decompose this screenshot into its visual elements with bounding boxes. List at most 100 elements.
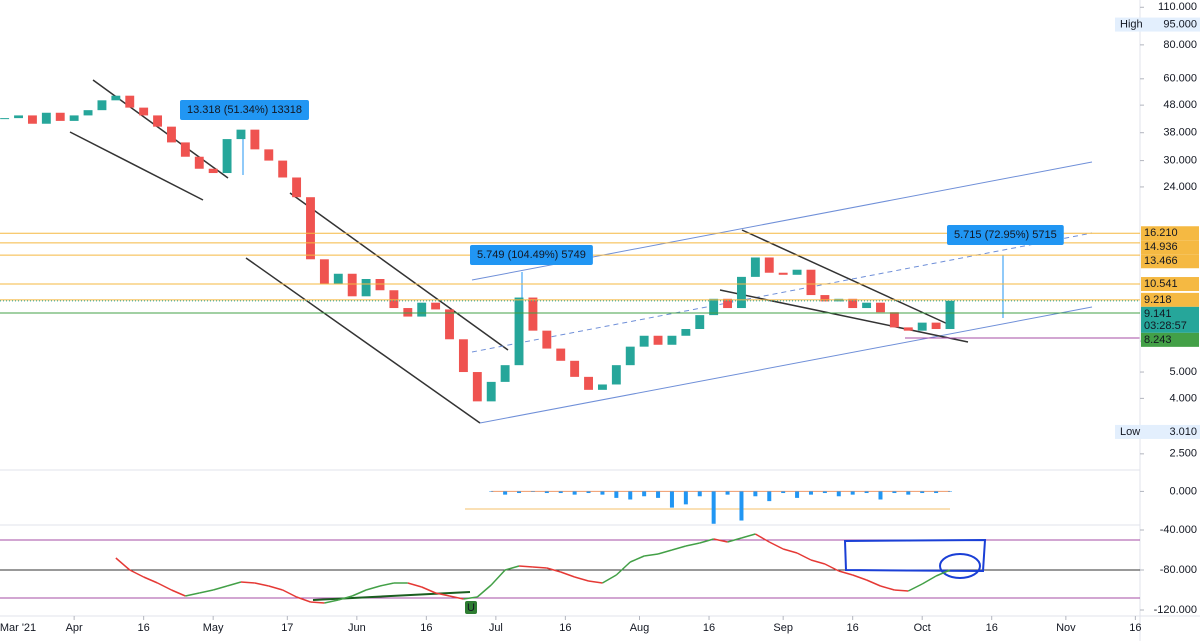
level-label: 9.141 [1144,308,1172,320]
oscillator-segment [546,567,561,573]
candle-body [764,257,774,273]
measure-label: 13.318 (51.34%) 13318 [187,104,302,116]
x-tick-label: Oct [914,622,931,634]
x-tick-label: 16 [703,622,715,634]
oscillator-segment [240,581,255,584]
level-badge [1141,292,1199,307]
histogram-bar [739,491,744,521]
candle-body [653,335,663,345]
oscillator-segment [657,549,673,555]
candle-body [14,115,23,119]
y-tick-label: 110.000 [1158,1,1197,13]
candle-body [111,95,121,101]
signal-marker-box [465,601,477,614]
candle-body [848,298,858,309]
low-value: 3.010 [1169,426,1197,438]
candle-body [69,115,79,121]
candle-body [472,372,482,402]
low-box [1115,424,1200,439]
candle-body [945,300,955,330]
oscillator-segment [379,582,395,587]
y-tick-label: 60.000 [1163,73,1197,85]
histogram-bar [906,491,911,495]
oscillator-segment [810,559,826,565]
trend-line [719,289,969,343]
oscillator-segment [324,599,339,604]
histogram-bar [656,491,661,498]
oscillator-segment [727,537,742,543]
candle-body [584,376,593,390]
y-tick-label: -40.000 [1160,524,1197,536]
x-tick-label: 16 [986,622,998,634]
candle-body [639,335,649,347]
candle-body [333,273,343,285]
oscillator-segment [143,576,158,584]
candle-body [806,269,816,296]
histogram-bar [517,491,522,494]
candle-body [55,112,65,121]
oscillator-segment [129,569,144,578]
oscillator-segment [699,538,714,544]
histogram-bar [864,491,869,494]
oscillator-segment [768,541,784,550]
oscillator-segment [115,557,131,571]
signal-marker: U [467,602,475,614]
oscillator-segment [671,545,687,551]
candle-body [264,149,274,161]
candle-body [695,315,705,330]
histogram-bar [489,491,494,492]
hand-drawn-circle [939,553,981,579]
oscillator-segment [574,576,589,582]
histogram-bar [878,491,883,500]
y-tick-label: 38.000 [1163,127,1197,139]
oscillator-segment [782,548,798,554]
candle-body [556,348,566,361]
candle-body [597,384,607,390]
candle-body [820,295,830,302]
oscillator-segment [254,582,269,587]
oscillator-segment [282,589,297,598]
candle-body [458,339,468,373]
candle-body [750,257,760,277]
histogram-bar [725,491,730,495]
x-tick-label: Aug [630,622,650,634]
candle-body [194,156,204,169]
candle-body [611,365,621,385]
oscillator-segment [824,563,840,572]
oscillator-segment [212,585,228,591]
x-tick-label: 16 [138,622,150,634]
x-tick-label: 16 [559,622,571,634]
histogram-bar [795,491,800,498]
x-tick-label: Jun [348,622,366,634]
level-badge [1141,240,1199,255]
oscillator-segment [171,589,186,597]
histogram-bar [948,491,952,492]
oscillator-segment [532,566,547,569]
histogram-bar [767,491,772,502]
candle-body [250,129,260,150]
oscillator-segment [518,565,533,568]
candle-body [625,346,635,366]
x-tick-label: Sep [773,622,793,634]
hand-drawn-box [843,538,987,573]
candle-body [389,290,399,309]
level-label: 13.466 [1144,255,1178,267]
trend-line [69,131,204,201]
oscillator-segment [407,582,422,588]
histogram-bar [572,491,577,495]
candle-body [292,177,302,198]
candle-body [125,95,135,108]
oscillator-segment [880,585,895,591]
candle-body [723,298,733,309]
candle-body [709,298,719,316]
candle-body [236,129,246,140]
level-badge [1141,226,1199,241]
histogram-bar [683,491,688,505]
candle-body [486,381,496,402]
measure-label: 5.749 (104.49%) 5749 [477,249,586,261]
y-tick-label: 30.000 [1163,155,1197,167]
histogram-bar [586,491,591,494]
oscillator-segment [629,555,645,563]
oscillator-segment [644,553,659,557]
